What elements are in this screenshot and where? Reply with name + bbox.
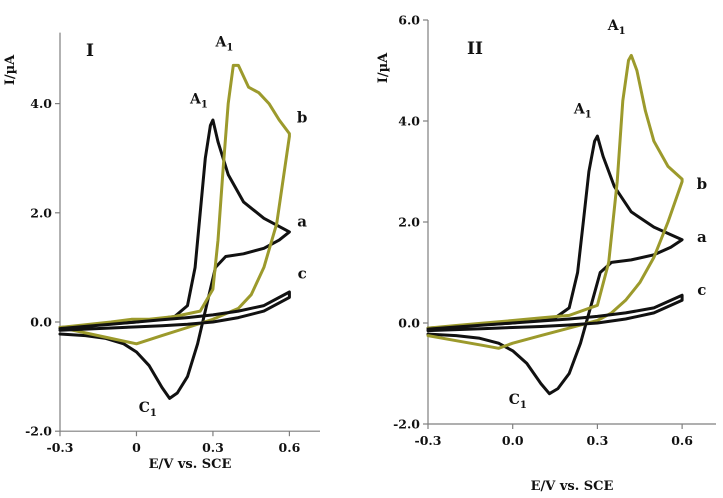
y-tick-label: 6.0 [398,13,420,28]
y-tick-label: 2.0 [398,215,420,230]
peak-label: A1 [214,34,233,53]
peak-label: A1 [573,101,592,120]
x-tick-label: 0.6 [279,440,301,455]
peak-letter: A [214,34,227,50]
panel-label: II [467,39,483,59]
x-tick-label: 0 [132,440,141,455]
series-line-a [426,134,684,396]
peak-subscript: 1 [226,42,233,53]
peak-subscript: 1 [201,100,208,111]
y-tick-label: 4.0 [30,96,52,111]
y-axis-title: I/µA [376,52,391,83]
series-line-c [58,290,291,332]
curve-label-a: a [297,212,307,230]
peak-subscript: 1 [520,400,527,411]
peak-label: A1 [189,92,208,111]
chart-panel-ii: -2.0 0.0 2.0 4.0 6.0 -0.3 0.0 0.3 0.6 E/V vs. SCE… [376,13,716,494]
y-tick-label: 2.0 [30,205,52,220]
series-line-c [426,293,684,333]
series-line-b [426,53,684,350]
x-tick-label: 0.0 [502,433,524,448]
y-tick-label: 4.0 [398,114,420,129]
y-tick-label: -2.0 [393,417,420,432]
peak-subscript: 1 [619,26,626,37]
chart-panel-i: -2.0 0.0 2.0 4.0 -0.3 0 0.3 0.6 E/V vs. SCE I/µA I… [3,32,320,472]
panel-label: I [86,41,94,61]
x-tick-label: -0.3 [47,440,74,455]
x-tick-label: 0.6 [671,433,693,448]
curve-label-c: c [298,264,307,282]
curve-label-c: c [697,281,706,299]
y-axis-title: I/µA [3,54,18,85]
y-tick-label: 0.0 [30,315,52,330]
peak-letter: A [189,92,202,108]
curve-label-a: a [697,228,707,246]
peak-label: C1 [509,392,527,411]
peak-label: C1 [139,400,157,419]
peak-letter: A [607,18,620,34]
x-tick-label: -0.3 [415,433,442,448]
y-tick-label: 0.0 [398,316,420,331]
curve-label-b: b [697,175,708,193]
peak-letter: A [573,101,586,117]
peak-letter: C [509,392,520,408]
x-axis-title: E/V vs. SCE [149,457,232,472]
peak-label: A1 [607,18,626,37]
peak-subscript: 1 [150,408,157,419]
series-line-a [58,118,291,400]
x-tick-label: 0.3 [202,440,224,455]
peak-subscript: 1 [585,109,592,120]
peak-letter: C [139,400,150,416]
series-line-b [58,63,291,346]
x-tick-label: 0.3 [587,433,609,448]
x-axis-title: E/V vs. SCE [531,479,614,494]
y-tick-label: -2.0 [25,424,52,439]
curve-label-b: b [297,109,308,127]
